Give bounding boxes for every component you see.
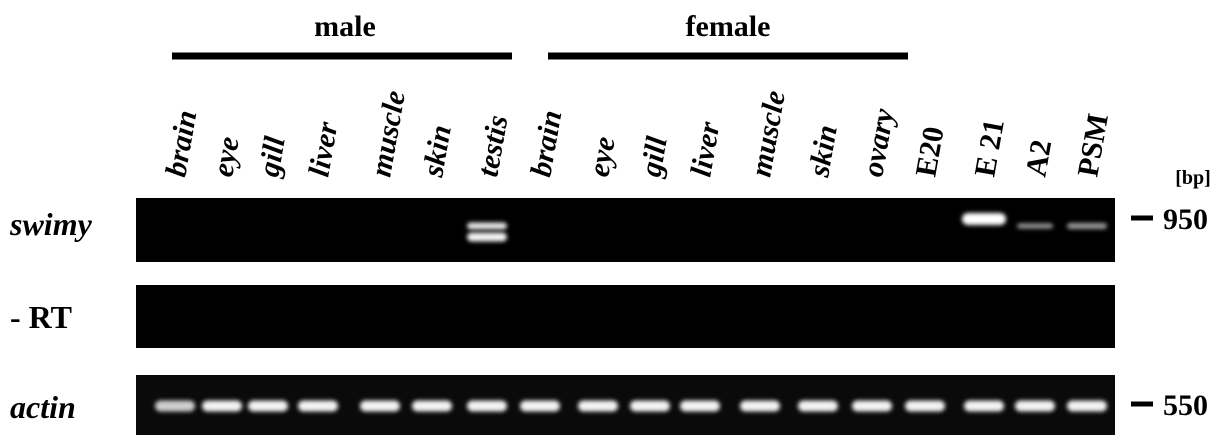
gel-band [1017,224,1053,229]
gel-band [467,401,507,412]
lane-label: ovary [856,106,900,180]
gel-band [520,401,560,412]
size-marker: 550 [1163,389,1208,422]
gel-band [467,233,507,242]
gel-band [298,401,338,412]
gel-band [1015,401,1055,412]
row-label: swimy [9,206,93,242]
lane-label: A2 [1019,137,1058,179]
lane-label: E20 [909,124,950,179]
gel-band [467,223,507,230]
lane-label: E 21 [968,117,1010,179]
gel-band [578,401,618,412]
row-label: actin [10,389,76,425]
row-label: - RT [10,299,72,335]
gel-band [1067,223,1107,229]
gel-band [852,401,892,412]
page: male female swimy - RT actin [bp] 950 55… [0,0,1232,435]
lane-label: muscle [744,88,792,179]
gel-band [962,213,1006,225]
lane-label: brain [524,108,568,179]
lane-label: gill [634,133,674,180]
gel-band [1067,401,1107,412]
lane-label: skin [802,123,844,181]
lane-label: liver [684,119,726,179]
gel-panel [136,198,1115,262]
figure: male female swimy - RT actin [bp] 950 55… [0,0,1232,435]
lane-label: PSM [1071,111,1114,179]
size-marker: 950 [1163,203,1208,236]
gel-band [202,401,242,412]
size-unit: [bp] [1175,167,1211,189]
gel-band [964,401,1004,412]
gel-band [798,401,838,412]
lane-label: testis [471,113,514,179]
lane-label: eye [582,134,621,179]
gel-band [248,401,288,412]
gel-band [360,401,400,412]
lane-label: liver [302,119,344,179]
gel-band [905,401,945,412]
lane-label: brain [159,108,203,179]
gel-band [412,401,452,412]
group-label: female [686,10,771,43]
lane-label: eye [206,134,245,179]
gel-band [630,401,670,412]
gel-panel [136,285,1115,348]
group-label: male [314,10,376,43]
gel-band [680,401,720,412]
lane-label: muscle [364,88,412,179]
gel-band [155,401,195,412]
gel-band [740,401,780,412]
lane-label: gill [252,133,292,180]
lane-label: skin [416,123,458,181]
